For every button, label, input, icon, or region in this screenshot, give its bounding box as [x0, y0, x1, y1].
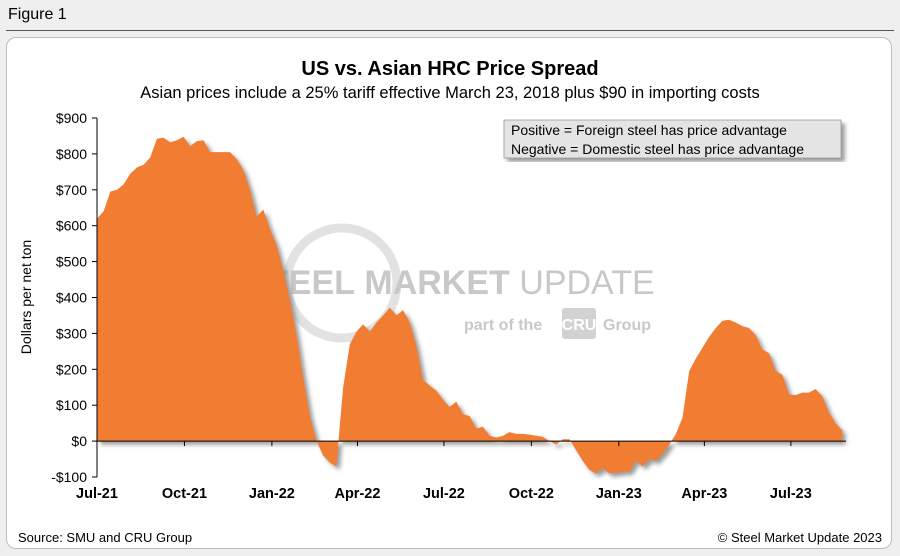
y-tick-label: $300	[56, 325, 87, 341]
y-tick-label: $100	[56, 397, 87, 413]
legend-box: Positive = Foreign steel has price advan…	[503, 119, 842, 159]
y-tick-label: $0	[71, 433, 87, 449]
watermark-cru-text: CRU	[562, 317, 597, 334]
chart-title: US vs. Asian HRC Price Spread	[301, 58, 598, 80]
x-tick-label: Jul-21	[76, 486, 118, 502]
figure-label: Figure 1	[8, 6, 67, 23]
y-tick-label: $600	[56, 218, 87, 234]
watermark-group: Group	[603, 317, 651, 334]
y-tick-label: $500	[56, 254, 87, 270]
copyright-note: © Steel Market Update 2023	[718, 530, 882, 545]
x-tick-label: Jul-23	[770, 486, 812, 502]
x-tick-label: Apr-22	[334, 486, 380, 502]
x-tick-label: Jan-22	[249, 486, 295, 502]
y-axis-label: Dollars per net ton	[18, 240, 34, 354]
legend-line-negative: Negative = Domestic steel has price adva…	[511, 141, 804, 157]
legend-line-positive: Positive = Foreign steel has price advan…	[511, 122, 787, 138]
y-tick-label: -$100	[51, 469, 87, 485]
x-tick-label: Jul-22	[423, 486, 465, 502]
y-tick-label: $800	[56, 146, 87, 162]
watermark-tagline: part of the	[464, 317, 542, 334]
x-tick-label: Jan-23	[596, 486, 642, 502]
watermark-brand: STEEL MARKET UPDATE	[245, 264, 654, 302]
legend-background	[503, 119, 842, 159]
source-note: Source: SMU and CRU Group	[18, 530, 192, 545]
series-area-0	[97, 136, 843, 474]
y-tick-label: $900	[56, 110, 87, 126]
plot-area	[97, 136, 843, 474]
x-tick-label: Apr-23	[681, 486, 727, 502]
watermark-cru-logo	[562, 308, 596, 339]
figure-divider	[6, 30, 894, 31]
x-tick-label: Oct-22	[509, 486, 554, 502]
x-tick-label: Oct-21	[162, 486, 207, 502]
chart-subtitle: Asian prices include a 25% tariff effect…	[140, 84, 759, 102]
y-tick-label: $400	[56, 290, 87, 306]
axes: -$100 $0 $100 $200 $300 $400 $500 $600 $700 $800 $…	[51, 110, 846, 502]
y-tick-label: $700	[56, 182, 87, 198]
watermark: STEEL MARKET UPDATE part of the CRU Grou…	[245, 223, 655, 343]
y-tick-label: $200	[56, 361, 87, 377]
watermark-swoosh	[282, 223, 402, 343]
